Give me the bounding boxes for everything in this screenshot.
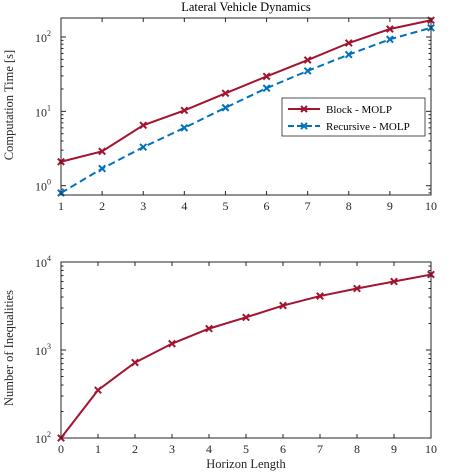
legend-marker <box>300 122 308 130</box>
y-tick-label: 10 <box>35 256 47 270</box>
x-tick-label: 5 <box>222 199 228 213</box>
x-tick-label: 6 <box>264 199 270 213</box>
series-layer <box>57 270 435 442</box>
x-tick-label: 7 <box>317 442 323 456</box>
series-line-1 <box>60 273 432 439</box>
x-tick-label: 4 <box>206 442 212 456</box>
data-point <box>131 358 139 367</box>
legend-marker <box>300 105 308 113</box>
x-tick-label: 1 <box>58 199 64 213</box>
x-tick-label: 8 <box>346 199 352 213</box>
x-tick-label: 4 <box>181 199 187 213</box>
x-tick-label: 10 <box>425 442 437 456</box>
x-tick-label: 9 <box>391 442 397 456</box>
y-tick-exponent: 1 <box>47 103 51 112</box>
plot-area-frame <box>60 261 432 439</box>
y-tick-exponent: 3 <box>47 342 51 351</box>
x-tick-label: 0 <box>58 442 64 456</box>
data-point <box>344 50 353 59</box>
chart-title: Lateral Vehicle Dynamics <box>181 0 311 14</box>
data-point <box>98 164 107 173</box>
data-point <box>242 313 250 322</box>
x-tick-label: 7 <box>305 199 311 213</box>
y-tick-label: 10 <box>35 432 47 446</box>
x-tick-label: 1 <box>95 442 101 456</box>
x-tick-label: 6 <box>280 442 286 456</box>
y-tick-exponent: 2 <box>47 430 51 439</box>
data-point <box>139 143 148 152</box>
top-chart: Lateral Vehicle Dynamics Computation Tim… <box>2 0 437 213</box>
x-tick-label: 3 <box>169 442 175 456</box>
y-tick-exponent: 4 <box>47 254 51 263</box>
data-point <box>168 339 176 348</box>
data-point <box>94 386 102 395</box>
data-point <box>262 72 271 81</box>
data-point <box>205 324 213 333</box>
legend-box <box>281 97 426 137</box>
x-axis-label: Horizon Length <box>206 457 286 471</box>
legend: Block - MOLP Recursive - MOLP <box>281 97 426 137</box>
x-tick-label: 2 <box>99 199 105 213</box>
y-axis-label: Computation Time [s] <box>2 50 16 160</box>
y-tick-exponent: 0 <box>47 178 51 187</box>
data-point <box>303 66 312 75</box>
data-point <box>385 25 394 33</box>
y-tick-label: 10 <box>35 344 47 358</box>
plot-area-frame <box>60 17 432 196</box>
data-point <box>303 56 312 64</box>
data-point <box>316 292 324 300</box>
x-tick-label: 3 <box>140 199 146 213</box>
series-line-2 <box>60 26 432 194</box>
data-point <box>385 35 394 44</box>
x-tick-label: 2 <box>132 442 138 456</box>
data-point <box>180 106 189 115</box>
legend-label: Recursive - MOLP <box>326 121 410 133</box>
data-point <box>344 39 353 47</box>
data-point <box>221 89 230 98</box>
data-point <box>262 84 271 93</box>
series-line-1 <box>60 19 432 163</box>
data-point <box>221 103 230 112</box>
x-tick-label: 9 <box>387 199 393 213</box>
x-tick-label: 10 <box>425 199 437 213</box>
x-tick-label: 8 <box>354 442 360 456</box>
legend-label: Block - MOLP <box>326 104 392 116</box>
data-point <box>390 277 398 286</box>
data-point <box>139 121 148 130</box>
y-tick-label: 10 <box>35 180 47 194</box>
y-tick-label: 10 <box>35 105 47 119</box>
data-point <box>98 147 107 156</box>
data-point <box>279 301 287 310</box>
data-point <box>353 284 361 293</box>
y-axis-label: Number of Inequalities <box>2 290 16 406</box>
x-tick-label: 5 <box>243 442 249 456</box>
y-tick-exponent: 2 <box>47 29 51 38</box>
y-tick-label: 10 <box>35 31 47 45</box>
data-point <box>180 123 189 132</box>
